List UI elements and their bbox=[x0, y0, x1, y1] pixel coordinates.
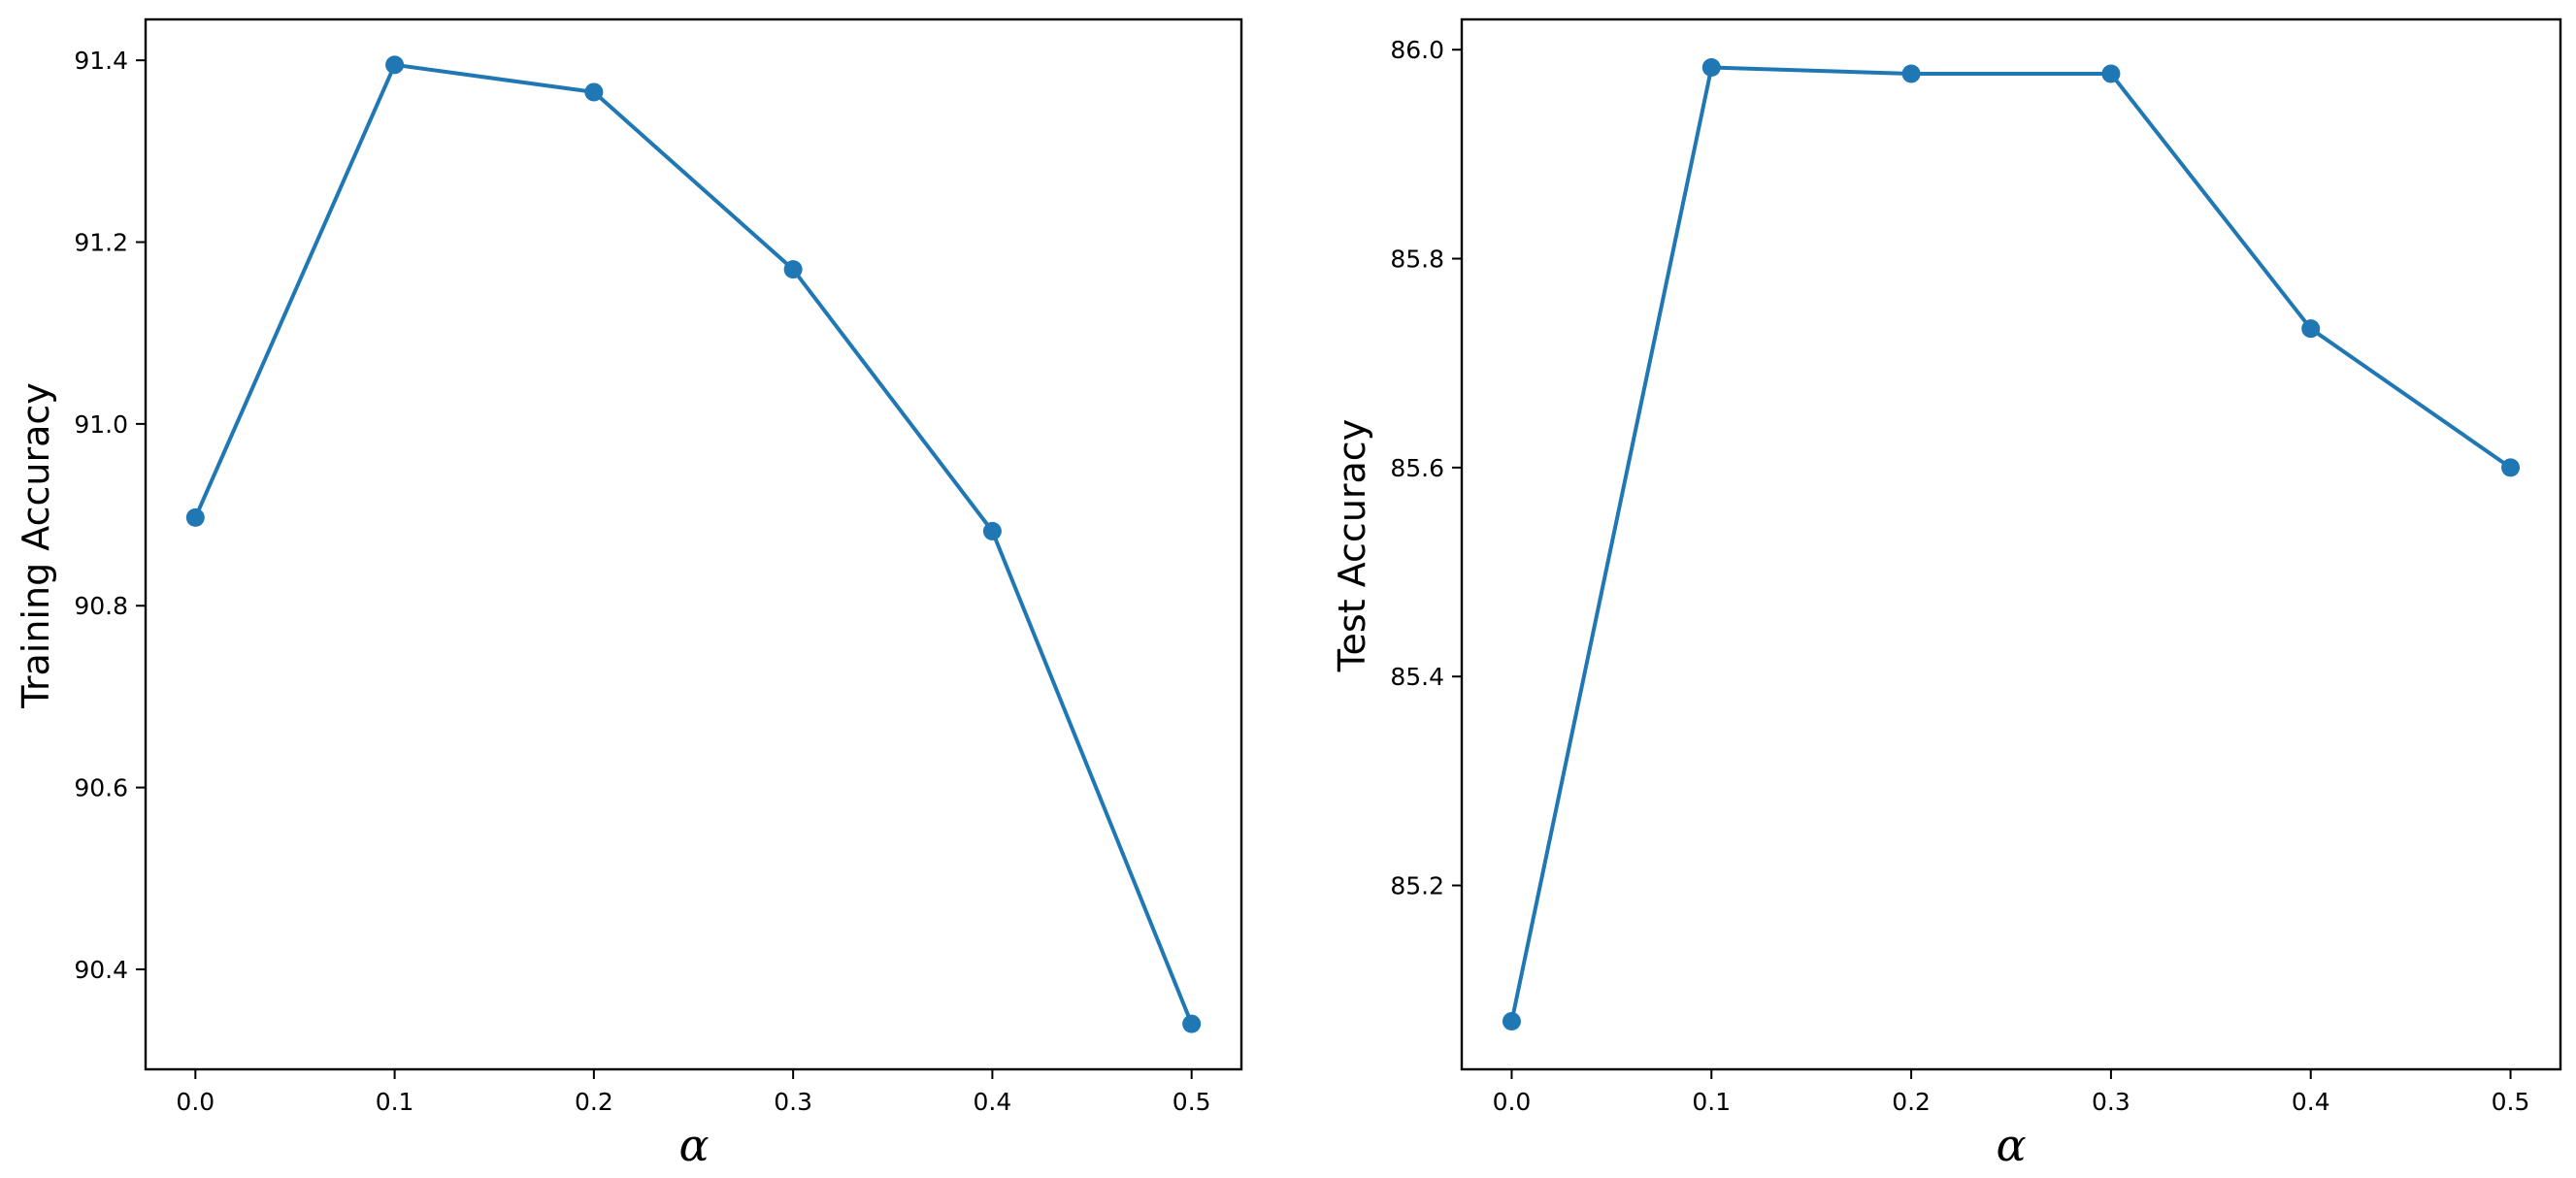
chart-0-y-tick-label-3: 91.0 bbox=[74, 410, 128, 439]
chart-0-x-tick-label-0: 0.0 bbox=[176, 1088, 215, 1116]
chart-1-x-tick-label-2: 0.2 bbox=[1892, 1088, 1931, 1116]
chart-1-plot-frame bbox=[1460, 17, 2562, 1071]
chart-0-data-point-5 bbox=[1182, 1014, 1202, 1033]
chart-1-data-point-3 bbox=[2101, 64, 2121, 83]
chart-1-data-point-1 bbox=[1701, 58, 1721, 78]
chart-1-x-tick-label-5: 0.5 bbox=[2492, 1088, 2530, 1116]
chart-1-xlabel: α bbox=[1996, 1119, 2026, 1171]
chart-1-data-point-0 bbox=[1502, 1011, 1521, 1031]
chart-0-x-tick-label-2: 0.2 bbox=[575, 1088, 613, 1116]
chart-1-data-point-4 bbox=[2301, 319, 2321, 339]
chart-1-y-tick-label-3: 85.8 bbox=[1390, 245, 1444, 274]
chart-1-data-point-2 bbox=[1901, 64, 1921, 83]
test-accuracy-chart: Test Accuracy α 0.0 0.1 0.2 0.3 0.4 0.5 85.2 85… bbox=[1331, 17, 2562, 1171]
chart-1-x-tick-label-3: 0.3 bbox=[2092, 1088, 2130, 1116]
chart-0-x-tick-label-5: 0.5 bbox=[1172, 1088, 1211, 1116]
chart-0-data-point-3 bbox=[783, 260, 803, 279]
chart-0-plot-frame bbox=[144, 17, 1243, 1071]
chart-0-data-point-2 bbox=[584, 82, 604, 102]
chart-1-y-tick-label-0: 85.2 bbox=[1390, 872, 1444, 900]
chart-0-data-point-0 bbox=[185, 507, 205, 527]
chart-0-y-tick-label-0: 90.4 bbox=[74, 956, 128, 984]
chart-1-ylabel: Test Accuracy bbox=[1331, 419, 1373, 672]
chart-0-data-point-4 bbox=[982, 521, 1002, 540]
chart-1-x-tick-label-1: 0.1 bbox=[1692, 1088, 1731, 1116]
chart-0-x-tick-label-1: 0.1 bbox=[376, 1088, 414, 1116]
chart-0-ylabel: Training Accuracy bbox=[15, 382, 57, 709]
chart-1-y-tick-label-4: 86.0 bbox=[1390, 36, 1444, 64]
chart-0-xlabel: α bbox=[678, 1119, 709, 1171]
chart-1-y-tick-label-2: 85.6 bbox=[1390, 454, 1444, 482]
chart-1-series-line-0 bbox=[1509, 65, 2513, 1024]
chart-0-x-tick-label-3: 0.3 bbox=[774, 1088, 812, 1116]
chart-1-y-tick-label-1: 85.4 bbox=[1390, 663, 1444, 691]
chart-1-data-point-5 bbox=[2501, 458, 2521, 477]
chart-1-x-tick-label-4: 0.4 bbox=[2292, 1088, 2330, 1116]
chart-0-y-tick-label-5: 91.4 bbox=[74, 47, 128, 75]
chart-0-data-point-1 bbox=[385, 55, 405, 75]
chart-1-x-tick-label-0: 0.0 bbox=[1493, 1088, 1532, 1116]
training-accuracy-chart: Training Accuracy α 0.0 0.1 0.2 0.3 0.4 0.5 90… bbox=[15, 17, 1243, 1171]
chart-0-y-tick-label-4: 91.2 bbox=[74, 229, 128, 257]
chart-0-series-line-0 bbox=[193, 62, 1194, 1027]
chart-0-y-tick-label-1: 90.6 bbox=[74, 774, 128, 802]
chart-0-y-tick-label-2: 90.8 bbox=[74, 592, 128, 620]
chart-0-x-tick-label-4: 0.4 bbox=[974, 1088, 1012, 1116]
